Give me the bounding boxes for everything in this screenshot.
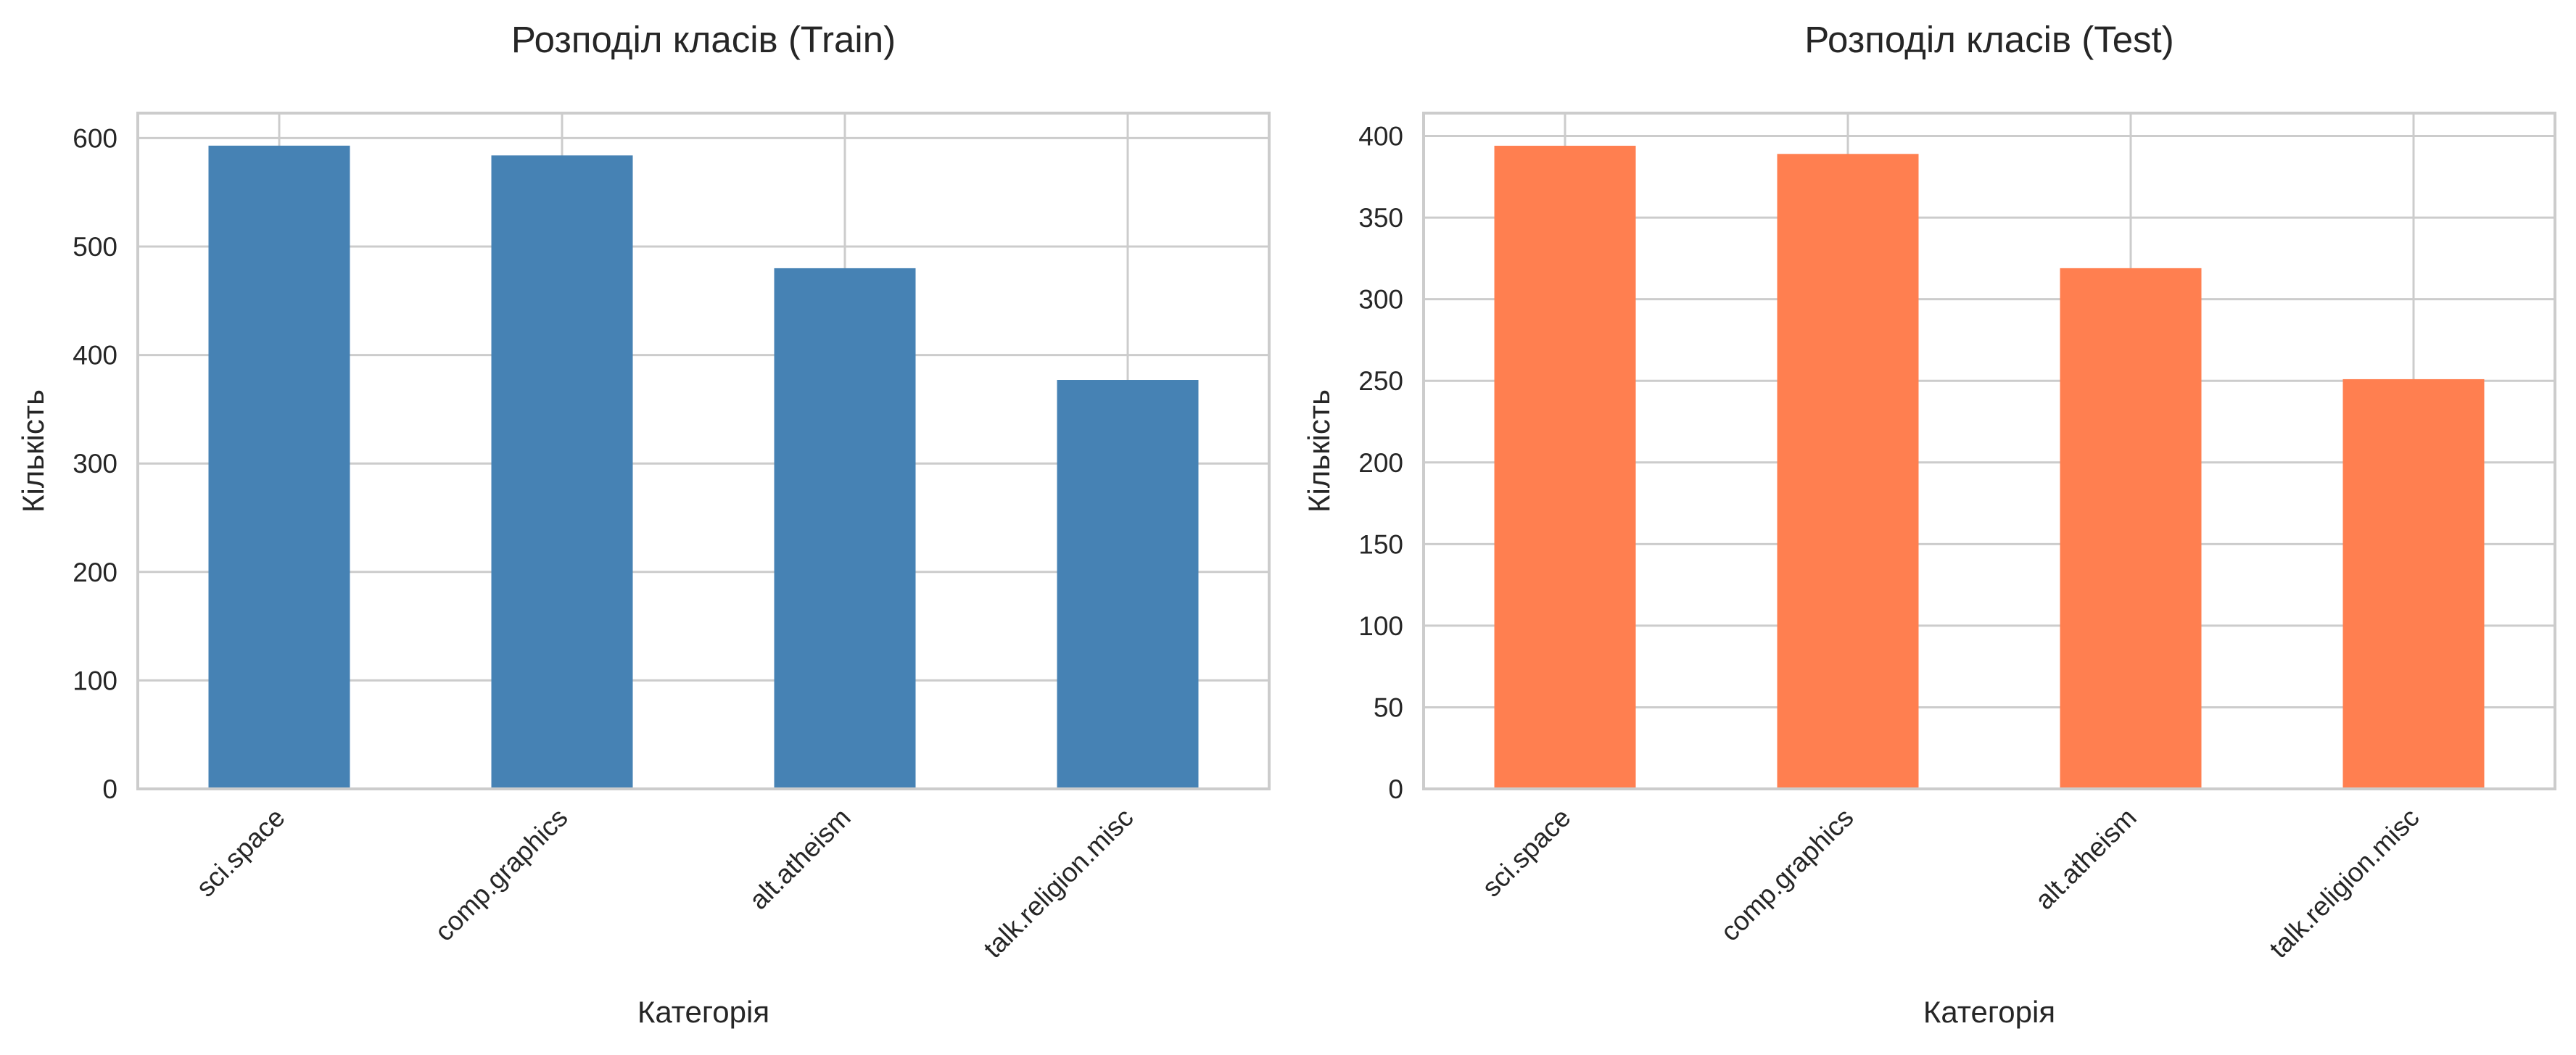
- y-tick-label: 200: [73, 558, 117, 587]
- y-tick-label: 400: [1358, 122, 1403, 152]
- bar-sci-space: [1494, 146, 1636, 789]
- y-tick-label: 100: [73, 666, 117, 695]
- y-tick-label: 50: [1374, 692, 1403, 722]
- plot-frame: [1422, 112, 2556, 790]
- y-tick-label: 500: [73, 232, 117, 262]
- plot-frame: [136, 112, 1271, 790]
- bar-comp-graphics: [1777, 154, 1919, 789]
- bar-alt-atheism: [774, 268, 916, 790]
- y-tick-label: 300: [73, 449, 117, 479]
- chart-title: Розподіл класів (Test): [1804, 19, 2174, 60]
- y-tick-label: 350: [1358, 203, 1403, 233]
- y-tick-label: 0: [102, 774, 117, 804]
- y-tick-label: 0: [1388, 774, 1403, 804]
- bar-sci-space: [208, 145, 350, 789]
- y-tick-label: 400: [73, 341, 117, 371]
- y-axis-label: Кількість: [16, 389, 50, 513]
- bar-talk-religion-misc: [1057, 380, 1199, 789]
- y-tick-label: 100: [1358, 611, 1403, 641]
- bar-talk-religion-misc: [2342, 378, 2485, 789]
- x-axis-label: Категорія: [1923, 995, 2055, 1029]
- chart-title: Розподіл класів (Train): [511, 19, 896, 60]
- y-tick-label: 300: [1358, 285, 1403, 315]
- y-tick-label: 200: [1358, 448, 1403, 478]
- y-tick-label: 600: [73, 123, 117, 153]
- bar-alt-atheism: [2060, 268, 2202, 789]
- y-tick-label: 250: [1358, 366, 1403, 396]
- bar-comp-graphics: [491, 155, 633, 789]
- y-tick-label: 150: [1358, 529, 1403, 559]
- x-axis-label: Категорія: [637, 995, 769, 1029]
- y-axis-label: Кількість: [1302, 389, 1336, 513]
